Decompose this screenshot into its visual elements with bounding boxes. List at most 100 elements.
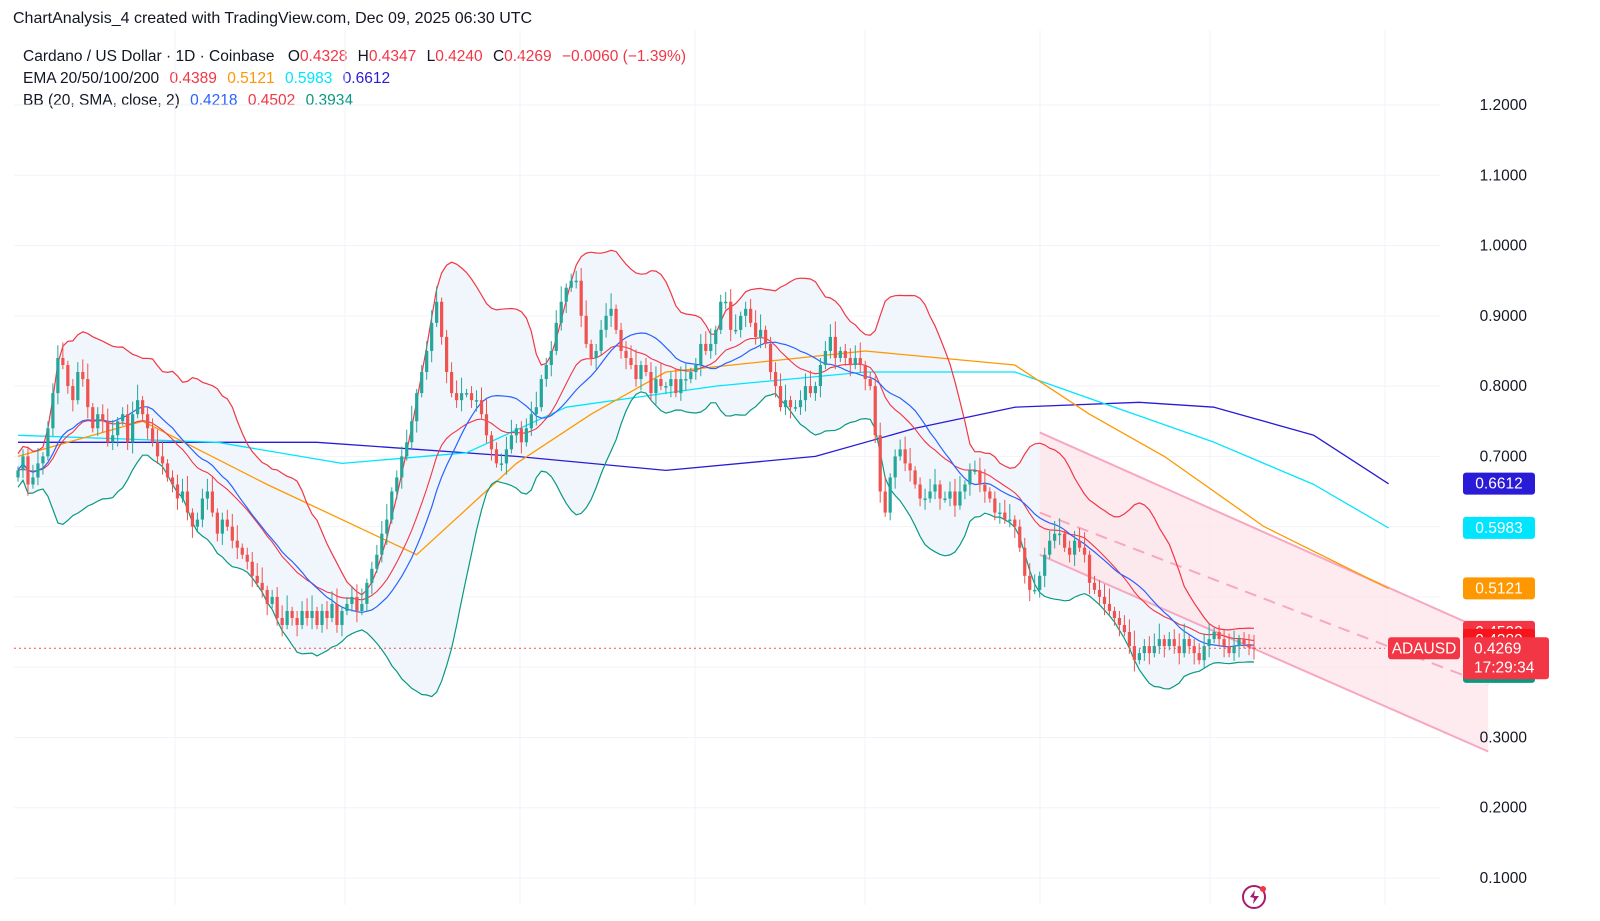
y-tick-label: 0.3000 bbox=[1480, 729, 1528, 746]
candle bbox=[365, 582, 369, 604]
candle bbox=[335, 603, 339, 626]
candle bbox=[190, 512, 195, 527]
candle bbox=[674, 379, 678, 394]
candle bbox=[1217, 632, 1221, 640]
ema-label[interactable]: EMA 20/50/100/200 bbox=[23, 70, 160, 87]
candle bbox=[300, 610, 304, 626]
candle bbox=[679, 379, 683, 394]
candle bbox=[1048, 540, 1052, 555]
candle bbox=[609, 308, 613, 316]
candle bbox=[400, 456, 404, 478]
candle bbox=[395, 477, 399, 492]
bb-fill bbox=[18, 250, 1254, 697]
candle bbox=[305, 610, 309, 618]
candle bbox=[26, 456, 30, 485]
legend: Cardano / US Dollar · 1D · Coinbase O0.4… bbox=[23, 46, 686, 112]
candle bbox=[634, 365, 638, 380]
candle bbox=[694, 365, 698, 373]
candle bbox=[240, 547, 244, 555]
candle bbox=[599, 329, 603, 351]
candle bbox=[111, 435, 115, 443]
candle bbox=[385, 519, 389, 534]
candle bbox=[180, 491, 185, 499]
candle bbox=[988, 491, 992, 499]
candle bbox=[684, 379, 688, 381]
candle bbox=[116, 421, 120, 436]
price-tag-label: 0.6612 bbox=[1475, 476, 1522, 493]
candle bbox=[933, 484, 937, 492]
y-axis: 1.2000 1.1000 1.0000 0.9000 0.8000 0.7000 0.30… bbox=[1480, 97, 1528, 887]
candle bbox=[1137, 653, 1141, 661]
candle bbox=[1242, 639, 1246, 644]
candle bbox=[235, 540, 239, 548]
y-tick-label: 1.1000 bbox=[1480, 167, 1528, 184]
candle bbox=[175, 484, 180, 499]
candle bbox=[290, 610, 294, 618]
candle bbox=[923, 498, 927, 501]
candle bbox=[56, 357, 60, 394]
candle bbox=[255, 575, 259, 583]
candle bbox=[1227, 646, 1231, 654]
candle bbox=[459, 393, 464, 401]
candle bbox=[998, 512, 1002, 515]
ema200-value: 0.6612 bbox=[342, 70, 391, 87]
symbol-label[interactable]: Cardano / US Dollar · 1D · Coinbase bbox=[23, 48, 275, 65]
candle bbox=[1043, 554, 1047, 576]
candle bbox=[91, 407, 95, 429]
candle bbox=[131, 414, 135, 443]
candle bbox=[524, 428, 528, 443]
candle bbox=[81, 372, 85, 380]
candle bbox=[719, 301, 723, 330]
candle bbox=[340, 610, 344, 626]
candle bbox=[225, 519, 229, 527]
candle bbox=[1013, 519, 1017, 527]
candle bbox=[449, 372, 454, 394]
candle bbox=[624, 350, 628, 358]
descending-channel bbox=[1039, 432, 1489, 752]
candle bbox=[629, 357, 633, 366]
candle bbox=[888, 477, 892, 513]
y-tick-label: 0.9000 bbox=[1480, 308, 1528, 325]
candle bbox=[185, 491, 190, 513]
ema50-line bbox=[17, 350, 1389, 590]
candle bbox=[489, 435, 494, 450]
candle bbox=[908, 463, 912, 471]
candle bbox=[106, 421, 110, 443]
event-icon-ring bbox=[1242, 885, 1266, 909]
candle bbox=[853, 357, 857, 366]
candle bbox=[893, 456, 897, 478]
candle bbox=[390, 491, 394, 520]
price-tag bbox=[1463, 577, 1535, 600]
candle bbox=[31, 477, 35, 485]
candle bbox=[858, 357, 862, 366]
candle bbox=[285, 610, 289, 626]
candle bbox=[559, 301, 563, 323]
candle bbox=[913, 470, 917, 485]
candle bbox=[569, 280, 573, 288]
candle bbox=[454, 393, 459, 401]
channel-lower-line bbox=[1039, 553, 1489, 753]
candle bbox=[295, 617, 299, 626]
candle bbox=[504, 449, 509, 464]
candle bbox=[903, 449, 907, 464]
candle bbox=[654, 379, 658, 394]
candle bbox=[1157, 639, 1161, 647]
candle bbox=[739, 315, 743, 330]
candle bbox=[1207, 639, 1211, 647]
candle bbox=[983, 484, 987, 492]
candle bbox=[574, 280, 578, 283]
ohlc-close: 0.4269 bbox=[504, 48, 552, 65]
candle bbox=[639, 365, 643, 380]
candle bbox=[51, 393, 55, 429]
candle bbox=[66, 365, 70, 387]
candle bbox=[833, 336, 837, 358]
y-tick-label: 0.1000 bbox=[1480, 870, 1528, 887]
candle bbox=[744, 308, 748, 316]
candle bbox=[250, 561, 254, 576]
candle bbox=[514, 428, 519, 436]
candle bbox=[704, 343, 708, 351]
candle bbox=[345, 603, 349, 611]
candle bbox=[375, 554, 379, 569]
last-price-tag bbox=[1463, 637, 1549, 680]
